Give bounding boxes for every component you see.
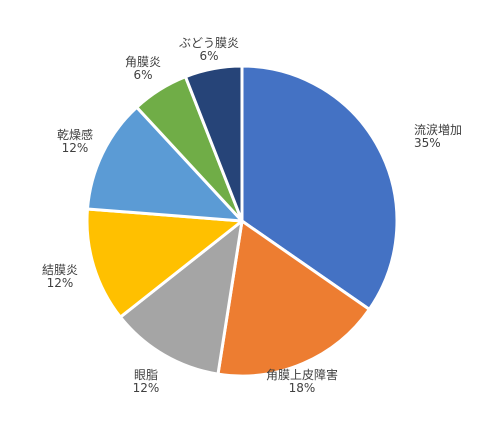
slice-percent-label: 35% bbox=[414, 136, 441, 150]
slice-percent-label: 12% bbox=[47, 276, 74, 290]
slice-label-6: 角膜炎 6% bbox=[125, 55, 161, 82]
slice-category-label: 角膜上皮障害 bbox=[266, 367, 338, 382]
slice-percent-label: 12% bbox=[133, 381, 160, 395]
slice-label-1: 流涙増加 35% bbox=[414, 122, 462, 150]
slice-category-label: 眼脂 bbox=[134, 367, 158, 382]
slice-category-label: 乾燥感 bbox=[57, 127, 93, 142]
slice-percent-label: 12% bbox=[62, 141, 89, 155]
pie-slice-5 bbox=[85, 105, 244, 223]
pie-slice-3 bbox=[118, 219, 244, 376]
slice-label-3: 眼脂 12% bbox=[133, 367, 160, 395]
slice-percent-label: 6% bbox=[133, 68, 152, 82]
slice-category-label: 結膜炎 bbox=[42, 263, 78, 277]
slice-percent-label: 18% bbox=[289, 381, 316, 395]
pie-slice-7 bbox=[183, 64, 244, 223]
slice-label-4: 結膜炎 12% bbox=[42, 263, 78, 290]
slice-percent-label: 6% bbox=[199, 49, 218, 63]
slice-category-label: 流涙増加 bbox=[414, 122, 462, 137]
slice-label-7: ぶどう膜炎 6% bbox=[179, 36, 239, 63]
pie-slice-4 bbox=[85, 207, 244, 319]
slice-category-label: ぶどう膜炎 bbox=[179, 36, 239, 50]
slice-label-2: 角膜上皮障害 18% bbox=[266, 367, 338, 395]
pie-slice-1 bbox=[240, 64, 399, 311]
pie-slice-2 bbox=[216, 219, 371, 378]
slice-category-label: 角膜炎 bbox=[125, 55, 161, 69]
slice-label-5: 乾燥感 12% bbox=[57, 127, 93, 155]
